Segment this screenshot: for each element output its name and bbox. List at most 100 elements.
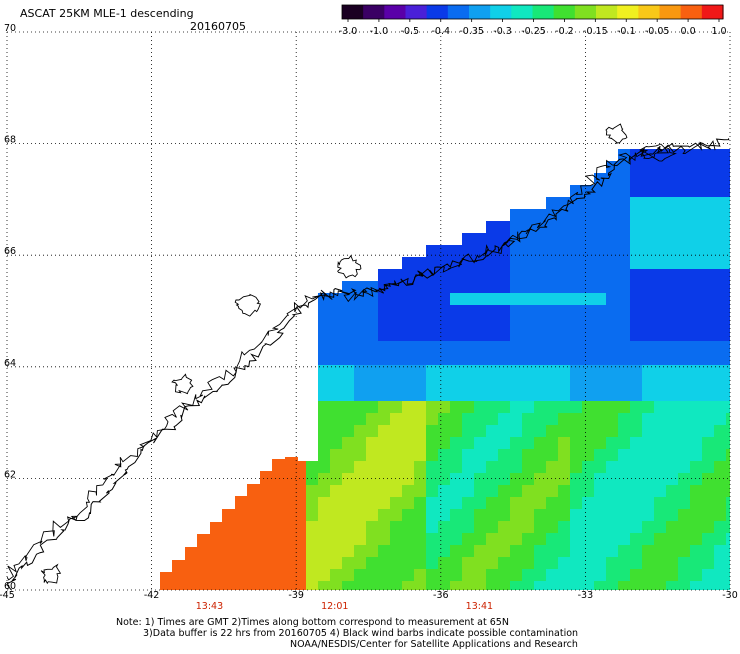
- wind-field-cell: [558, 569, 571, 582]
- wind-field-cell: [618, 341, 631, 354]
- wind-field-cell: [702, 161, 715, 174]
- wind-field-cell: [462, 437, 475, 450]
- wind-field-cell: [546, 377, 559, 390]
- wind-field-cell: [354, 317, 367, 330]
- wind-field-cell: [714, 461, 727, 474]
- wind-field-cell: [414, 293, 427, 306]
- wind-field-cell: [510, 389, 523, 402]
- wind-field-cell: [426, 281, 439, 294]
- wind-field-cell: [426, 401, 439, 414]
- wind-field-cell: [438, 293, 451, 306]
- wind-field-cell: [546, 245, 559, 258]
- wind-field-cell: [342, 509, 355, 522]
- wind-field-cell: [714, 317, 727, 330]
- wind-field-cell: [510, 413, 523, 426]
- wind-field-cell: [462, 425, 475, 438]
- wind-field-cell: [690, 281, 703, 294]
- wind-field-cell: [390, 269, 403, 282]
- wind-field-cell: [450, 473, 463, 486]
- wind-field-cell: [606, 449, 619, 462]
- coastline-island: [639, 143, 677, 162]
- colorbar-swatch: [405, 5, 428, 19]
- wind-field-cell: [498, 341, 511, 354]
- wind-field-cell: [690, 161, 703, 174]
- wind-field-cell: [474, 521, 487, 534]
- wind-field-cell: [546, 581, 559, 590]
- wind-field-cell: [642, 413, 655, 426]
- wind-field-cell: [402, 365, 415, 378]
- wind-field-cell: [522, 521, 535, 534]
- wind-field-cell: [618, 521, 631, 534]
- wind-field-cell: [606, 257, 619, 270]
- wind-field-cell: [342, 341, 355, 354]
- wind-field-cell: [510, 365, 523, 378]
- wind-field-cell: [486, 557, 499, 570]
- wind-field-cell: [474, 281, 487, 294]
- wind-field-cell: [426, 521, 439, 534]
- wind-field-cell: [474, 425, 487, 438]
- wind-field-cell: [726, 173, 730, 186]
- wind-field-cell: [558, 521, 571, 534]
- wind-field-cell: [606, 317, 619, 330]
- wind-field-cell: [558, 365, 571, 378]
- wind-field-cell: [450, 413, 463, 426]
- wind-field-cell: [498, 533, 511, 546]
- wind-field-cell: [510, 533, 523, 546]
- wind-field-cell: [474, 473, 487, 486]
- wind-field-cell: [642, 389, 655, 402]
- wind-field-cell: [582, 185, 595, 198]
- wind-field-cell: [666, 425, 679, 438]
- wind-field-cell: [690, 149, 703, 162]
- wind-field-cell: [582, 401, 595, 414]
- wind-field-cell: [318, 377, 331, 390]
- wind-field-cell: [654, 389, 667, 402]
- wind-field-cell: [522, 317, 535, 330]
- wind-field-cell: [582, 197, 595, 210]
- wind-field-cell: [558, 305, 571, 318]
- wind-field-cell: [486, 509, 499, 522]
- wind-field-cell: [714, 521, 727, 534]
- wind-field-cell: [474, 377, 487, 390]
- wind-field-cell: [558, 413, 571, 426]
- wind-field-cell: [570, 425, 583, 438]
- wind-field-cell: [450, 329, 463, 342]
- wind-field-cell: [702, 317, 715, 330]
- wind-field-cell: [318, 509, 331, 522]
- wind-field-cell: [474, 545, 487, 558]
- wind-field-cell: [678, 317, 691, 330]
- wind-field-cell: [618, 305, 631, 318]
- wind-field-cell: [630, 377, 643, 390]
- wind-field-cell: [438, 581, 451, 590]
- wind-field-cell: [354, 425, 367, 438]
- wind-field-cell: [426, 425, 439, 438]
- wind-field-cell: [702, 281, 715, 294]
- wind-field-cell: [570, 401, 583, 414]
- wind-field-cell: [654, 449, 667, 462]
- wind-field-cell: [630, 437, 643, 450]
- wind-field-cell: [570, 377, 583, 390]
- footer-note-1: Note: 1) Times are GMT 2)Times along bot…: [116, 617, 509, 628]
- wind-field-cell: [534, 269, 547, 282]
- wind-field-cell: [330, 557, 343, 570]
- wind-field-cell: [486, 329, 499, 342]
- wind-field-cell: [522, 437, 535, 450]
- wind-field-cell: [702, 173, 715, 186]
- wind-field-cell: [426, 365, 439, 378]
- wind-field-cell: [450, 437, 463, 450]
- wind-field-cell: [342, 533, 355, 546]
- wind-field-cell: [642, 425, 655, 438]
- wind-field-cell: [690, 341, 703, 354]
- wind-field-cell: [414, 281, 427, 294]
- wind-field-cell: [606, 185, 619, 198]
- wind-field-cell: [630, 245, 643, 258]
- wind-field-cell: [354, 473, 367, 486]
- wind-field-cell: [606, 305, 619, 318]
- wind-field-cell: [642, 401, 655, 414]
- wind-field-cell: [678, 281, 691, 294]
- wind-field-cell: [618, 317, 631, 330]
- wind-field-cell: [318, 401, 331, 414]
- wind-field-cell: [570, 305, 583, 318]
- wind-field-cell: [402, 401, 415, 414]
- wind-field-cell: [390, 461, 403, 474]
- wind-field-cell: [666, 353, 679, 366]
